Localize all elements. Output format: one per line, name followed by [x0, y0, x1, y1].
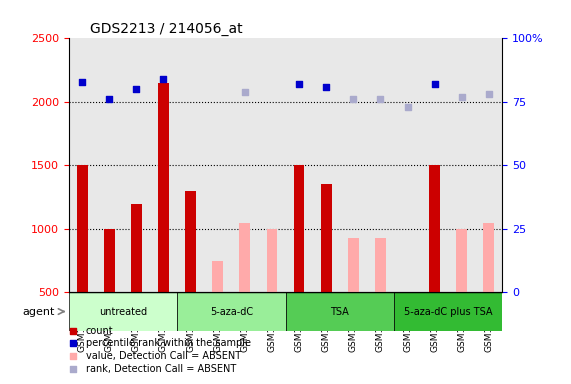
Bar: [239, 223, 250, 293]
Text: agent: agent: [23, 306, 55, 316]
Point: [349, 96, 358, 103]
Bar: [185, 191, 196, 293]
Bar: [293, 166, 304, 293]
Bar: [375, 238, 386, 293]
Text: untreated: untreated: [99, 306, 147, 316]
FancyBboxPatch shape: [394, 293, 502, 331]
Point: [104, 96, 114, 103]
Bar: [158, 83, 169, 293]
Point: [159, 76, 168, 82]
Point: [320, 167, 329, 174]
Point: [484, 91, 493, 98]
Bar: [212, 261, 223, 293]
Bar: [104, 229, 115, 293]
Bar: [456, 229, 467, 293]
Point: [376, 96, 385, 103]
Bar: [131, 204, 142, 293]
FancyBboxPatch shape: [286, 293, 394, 331]
Point: [403, 104, 412, 110]
Text: percentile rank within the sample: percentile rank within the sample: [86, 338, 251, 348]
Point: [320, 51, 329, 57]
Text: 5-aza-dC: 5-aza-dC: [210, 306, 253, 316]
Point: [132, 86, 141, 92]
Point: [320, 284, 329, 290]
Point: [78, 78, 87, 84]
Bar: [267, 229, 278, 293]
Point: [457, 94, 467, 100]
Text: rank, Detection Call = ABSENT: rank, Detection Call = ABSENT: [86, 364, 236, 374]
Text: GDS2213 / 214056_at: GDS2213 / 214056_at: [90, 22, 243, 36]
Point: [295, 81, 304, 87]
Text: value, Detection Call = ABSENT: value, Detection Call = ABSENT: [86, 351, 241, 361]
Bar: [484, 223, 494, 293]
FancyBboxPatch shape: [177, 293, 286, 331]
FancyBboxPatch shape: [69, 293, 177, 331]
Text: TSA: TSA: [331, 306, 349, 316]
Text: count: count: [86, 326, 114, 336]
Point: [240, 89, 250, 95]
Bar: [321, 184, 332, 293]
Point: [321, 84, 331, 90]
Bar: [348, 238, 359, 293]
Text: 5-aza-dC plus TSA: 5-aza-dC plus TSA: [404, 306, 492, 316]
Point: [430, 81, 439, 87]
Bar: [429, 166, 440, 293]
Bar: [77, 166, 87, 293]
